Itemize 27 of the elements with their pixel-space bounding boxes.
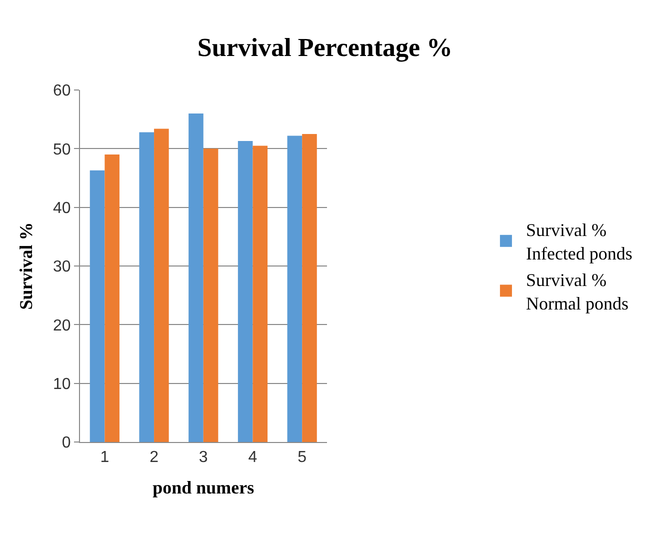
x-tick-label: 4: [248, 449, 258, 466]
bar: [90, 170, 105, 442]
x-tick-label: 5: [298, 449, 307, 466]
y-tick-label: 0: [62, 434, 71, 452]
y-tick-label: 20: [53, 317, 71, 334]
bar: [188, 113, 204, 442]
legend-label: Survival % Normal ponds: [526, 270, 628, 314]
x-tick-label: 1: [100, 449, 110, 466]
bar: [154, 128, 169, 442]
chart-title: Survival Percentage %: [197, 33, 453, 62]
bar: [287, 136, 302, 442]
x-tick-label: 3: [198, 449, 208, 466]
y-tick-label: 40: [53, 200, 71, 217]
bar: [252, 146, 268, 442]
y-axis-title: Survival %: [16, 222, 36, 310]
bar: [238, 141, 253, 442]
y-tick-label: 60: [53, 82, 71, 100]
y-tick-label: 10: [53, 376, 71, 393]
bar: [104, 154, 120, 442]
bar: [203, 148, 218, 442]
y-tick-label: 50: [53, 141, 71, 158]
bar: [302, 134, 317, 442]
x-axis-title: pond numers: [152, 477, 254, 498]
legend-label: Survival % Infected ponds: [526, 220, 632, 264]
x-tick-label: 2: [150, 449, 159, 466]
y-tick-label: 30: [53, 258, 71, 276]
bar: [139, 132, 154, 442]
